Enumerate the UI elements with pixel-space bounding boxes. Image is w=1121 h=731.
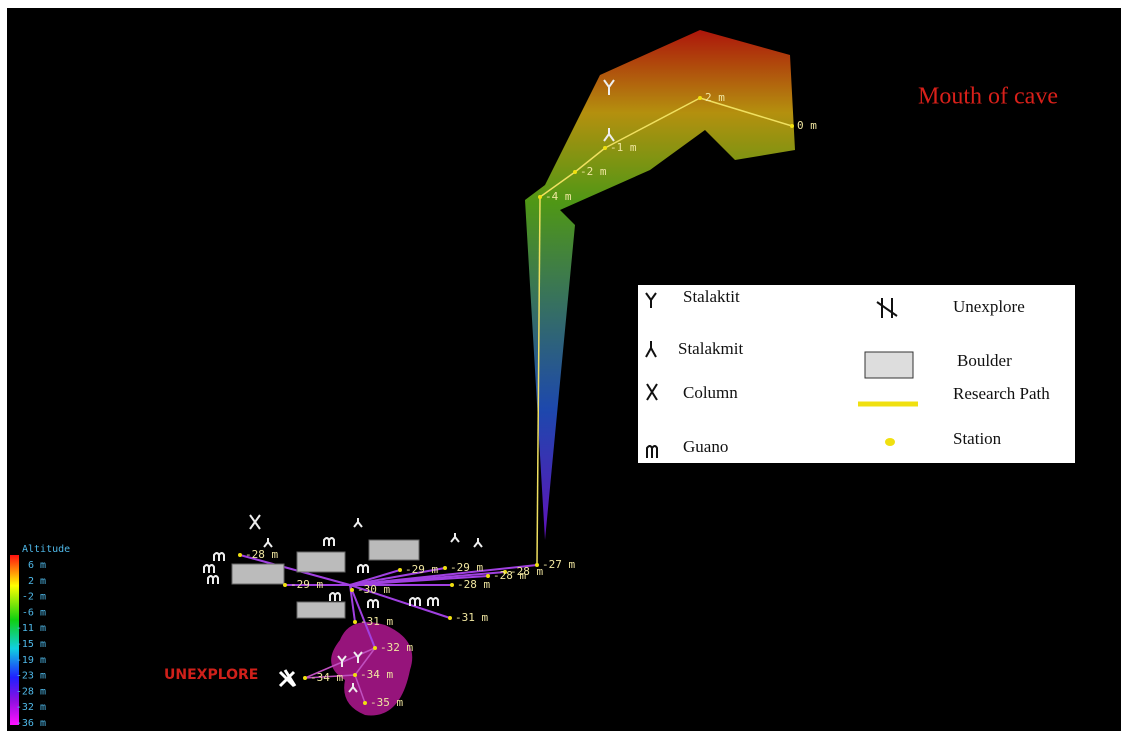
legend-box [638, 285, 1075, 463]
guano [367, 599, 379, 608]
station-label: -29 m [450, 561, 483, 574]
station [698, 96, 702, 100]
altitude-label: -36 m [16, 718, 46, 729]
station [450, 583, 454, 587]
station-label: -4 m [545, 190, 572, 203]
station [538, 195, 542, 199]
station [363, 701, 367, 705]
station-label: -2 m [580, 165, 607, 178]
altitude-label: -11 m [16, 623, 46, 634]
altitude-label: -6 m [22, 607, 46, 618]
altitude-bar [10, 555, 19, 725]
guano [213, 552, 225, 561]
station [238, 553, 242, 557]
station [353, 620, 357, 624]
altitude-label: -28 m [16, 686, 46, 697]
station [303, 676, 307, 680]
altitude-title: Altitude [22, 544, 70, 555]
guano [207, 575, 219, 584]
altitude-label: -23 m [16, 671, 46, 682]
legend-label: Guano [683, 437, 728, 456]
station [398, 568, 402, 572]
research-path [349, 567, 446, 586]
station [448, 616, 452, 620]
station-label: -28 m [510, 565, 543, 578]
station-label: -34 m [310, 671, 343, 684]
legend-label: Unexplore [953, 297, 1025, 316]
station [486, 574, 490, 578]
station [350, 588, 354, 592]
station-label: -29 m [290, 578, 323, 591]
station [603, 146, 607, 150]
station-label: 0 m [797, 119, 817, 132]
research-path [354, 647, 376, 676]
research-path [349, 584, 376, 649]
research-path [239, 554, 351, 586]
research-path [304, 674, 356, 679]
guano [323, 537, 335, 546]
boulders [231, 539, 420, 619]
altitude-label: -15 m [16, 639, 46, 650]
research-path [604, 97, 701, 149]
unexplored-mark [278, 669, 297, 688]
guano [329, 592, 341, 601]
station-label: -28 m [245, 548, 278, 561]
station-label: 2 m [705, 91, 725, 104]
station-label: -27 m [542, 558, 575, 571]
research-path [699, 97, 793, 127]
station-label: -32 m [380, 641, 413, 654]
altitude-label: 6 m [28, 560, 46, 571]
altitude-label: -19 m [16, 655, 46, 666]
station-label: -28 m [457, 578, 490, 591]
mouth-label: Mouth of cave [918, 84, 1058, 110]
station-label: -29 m [405, 563, 438, 576]
station [283, 583, 287, 587]
station-label: -34 m [360, 668, 393, 681]
station-label: -31 m [360, 615, 393, 628]
station [790, 124, 794, 128]
legend: Stalaktit Stalakmit Column Guano Unexplo… [638, 285, 1075, 463]
research-path [304, 647, 376, 679]
station-label: -30 m [357, 583, 390, 596]
research-path [574, 147, 606, 173]
legend-label: Stalaktit [683, 287, 740, 306]
research-path [349, 575, 489, 586]
legend-label: Research Path [953, 384, 1050, 403]
research-path [349, 584, 451, 619]
station-label: -28 m [493, 569, 526, 582]
symbols [203, 79, 615, 693]
unexplore-label: UNEXPLORE [164, 667, 258, 683]
station [503, 570, 507, 574]
legend-label: Column [683, 383, 738, 402]
station-label: -1 m [610, 141, 637, 154]
station [443, 566, 447, 570]
altitude-label: 2 m [28, 576, 46, 587]
guano [203, 564, 215, 573]
guano [427, 597, 439, 606]
station [353, 673, 357, 677]
stations: 0 m2 m-1 m-2 m-4 m-27 m-28 m-28 m-29 m-2… [238, 91, 817, 709]
research-path [539, 171, 576, 198]
station [535, 563, 539, 567]
guano [409, 597, 421, 606]
altitude-label: -32 m [16, 702, 46, 713]
station [573, 170, 577, 174]
research-path [354, 674, 366, 704]
legend-label: Boulder [957, 351, 1012, 370]
research-path [536, 196, 541, 566]
guano [357, 564, 369, 573]
altitude-label: -2 m [22, 592, 46, 603]
station-label: -31 m [455, 611, 488, 624]
chamber [331, 622, 413, 716]
station-label: -35 m [370, 696, 403, 709]
station [373, 646, 377, 650]
survey-lines [239, 97, 793, 704]
legend-label: Stalakmit [678, 339, 743, 358]
legend-label: Station [953, 429, 1002, 448]
